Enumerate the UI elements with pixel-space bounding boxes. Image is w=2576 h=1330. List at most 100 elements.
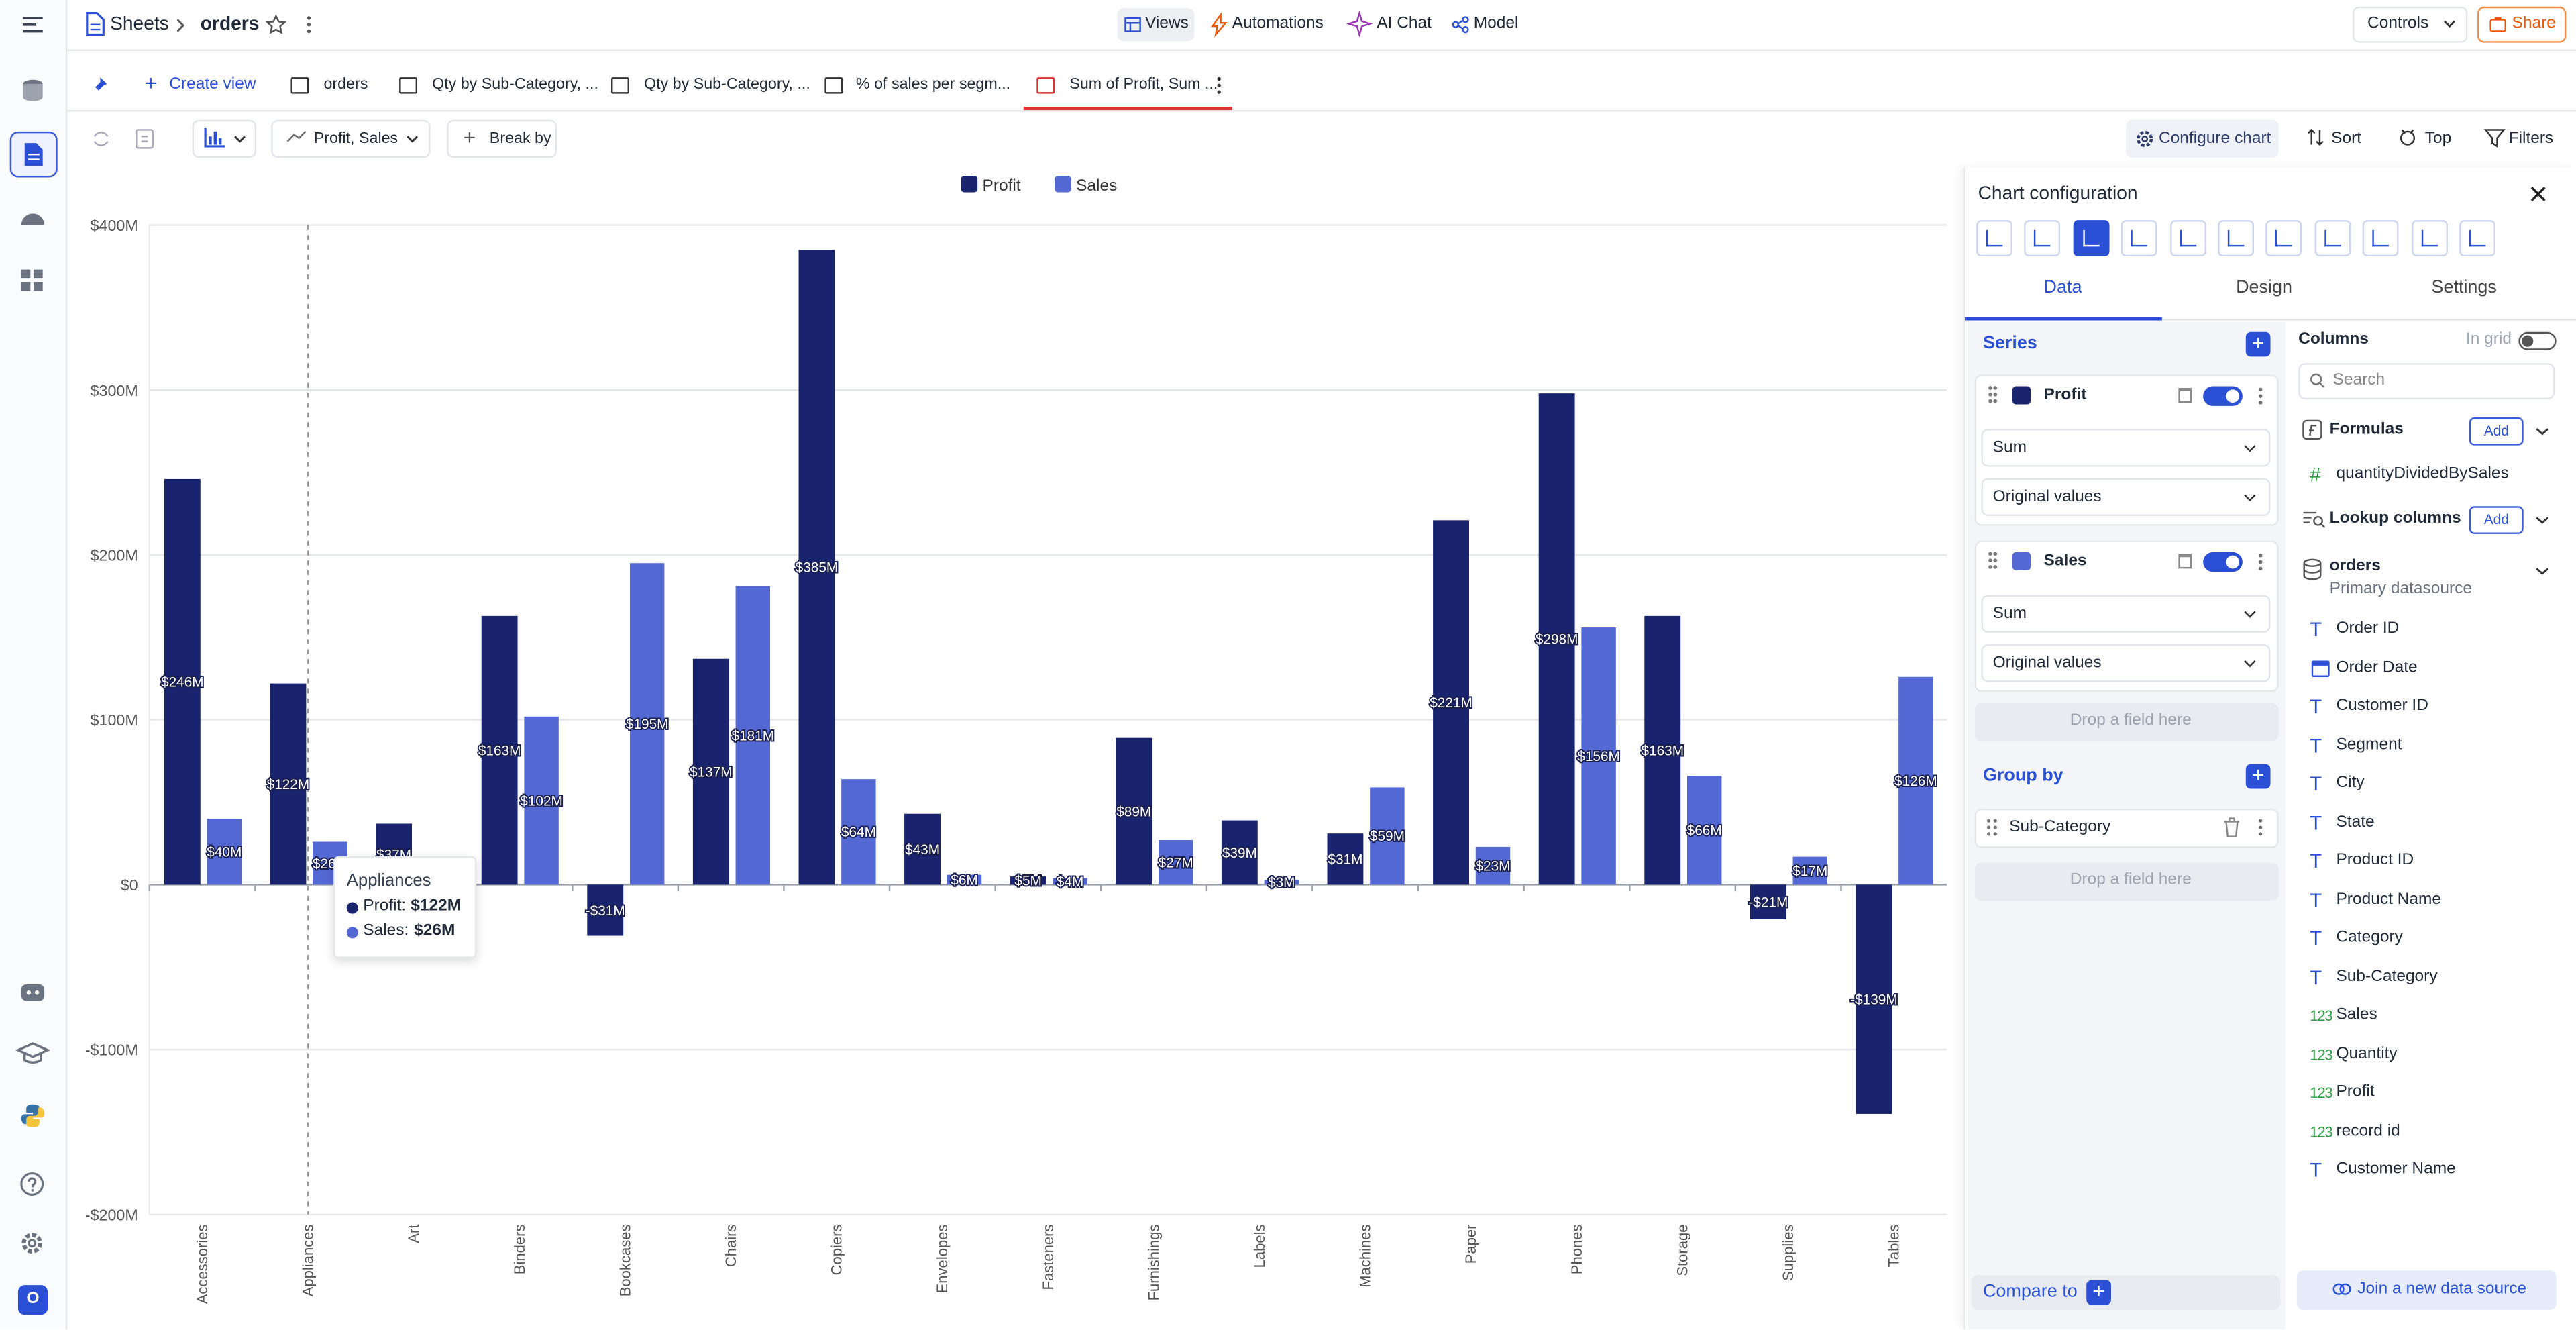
field-name[interactable]: Order Date	[2336, 658, 2418, 676]
drag-handle[interactable]	[1988, 550, 1998, 570]
database-icon[interactable]	[21, 79, 44, 102]
chart-type-option[interactable]	[2363, 220, 2399, 257]
in-grid-toggle[interactable]	[2518, 331, 2557, 350]
aggregation-select[interactable]	[1981, 595, 2271, 633]
field-name[interactable]: Profit	[2336, 1082, 2375, 1101]
create-view[interactable]: Create view	[169, 75, 256, 94]
more-icon[interactable]	[1216, 76, 1222, 95]
compare-box[interactable]	[1971, 1275, 2281, 1310]
add-button[interactable]	[2469, 417, 2524, 446]
trash-icon[interactable]	[2178, 554, 2192, 569]
close-icon[interactable]	[2530, 186, 2546, 201]
mode-select[interactable]	[1981, 644, 2271, 682]
add-compare[interactable]: +	[2086, 1280, 2111, 1305]
chart-type-option[interactable]	[2073, 220, 2110, 257]
drop-zone[interactable]	[1974, 862, 2279, 901]
add-button[interactable]	[2469, 506, 2524, 534]
clipboard-icon[interactable]	[136, 128, 154, 149]
breadcrumb[interactable]: Sheets	[110, 15, 169, 35]
settings-icon[interactable]	[19, 1231, 44, 1256]
bar	[1053, 878, 1087, 885]
panel-tab[interactable]: Data	[2043, 277, 2082, 298]
chart-type-option[interactable]	[1976, 220, 2013, 257]
field-name[interactable]: Customer Name	[2336, 1160, 2456, 1178]
avatar[interactable]: O	[17, 1285, 48, 1315]
group-field: Sub-Category	[2009, 818, 2111, 837]
configure-button[interactable]	[2126, 119, 2279, 158]
trash-icon[interactable]	[2224, 817, 2239, 837]
bot-icon[interactable]	[21, 981, 45, 1001]
share-button[interactable]	[2477, 6, 2567, 43]
add-series[interactable]: +	[2245, 331, 2271, 357]
field-name[interactable]: Sales	[2336, 1005, 2377, 1024]
chevron[interactable]	[2535, 567, 2550, 575]
python-icon[interactable]	[21, 1104, 45, 1128]
field-name[interactable]: record id	[2336, 1121, 2400, 1140]
field-name[interactable]: Sub-Category	[2336, 967, 2438, 986]
chart-type-option[interactable]	[2411, 220, 2448, 257]
top-label[interactable]: Top	[2424, 130, 2452, 148]
chart-type-option[interactable]	[2218, 220, 2255, 257]
field-name[interactable]: State	[2336, 813, 2375, 831]
tab[interactable]: Qty by Sub-Category, ...	[432, 75, 598, 94]
drop-zone[interactable]	[1974, 703, 2279, 741]
value-label: $64M	[841, 825, 876, 840]
more-icon[interactable]	[306, 15, 313, 34]
field-name[interactable]: Product ID	[2336, 851, 2414, 870]
tab[interactable]: orders	[323, 75, 368, 94]
chart-type-option[interactable]	[2459, 220, 2496, 257]
pin-icon[interactable]	[91, 77, 107, 94]
chart-type-option[interactable]	[2121, 220, 2157, 257]
menu-icon[interactable]	[21, 15, 44, 34]
help-icon[interactable]	[19, 1172, 44, 1196]
drag-handle[interactable]	[1988, 385, 1998, 405]
panel-tab[interactable]: Settings	[2431, 277, 2497, 298]
filters-label[interactable]: Filters	[2508, 130, 2554, 148]
chevron[interactable]	[2535, 516, 2550, 524]
chart-type-option[interactable]	[2025, 220, 2061, 257]
series-button[interactable]	[271, 119, 431, 158]
icon-part	[90, 23, 101, 31]
toggle-knob	[2226, 555, 2239, 569]
dashboard-icon[interactable]	[19, 207, 46, 227]
search-box[interactable]	[2298, 363, 2555, 400]
field-name[interactable]: Order ID	[2336, 619, 2400, 638]
mode-select[interactable]	[1981, 478, 2271, 516]
field-name[interactable]: City	[2336, 774, 2365, 792]
more-icon[interactable]	[2259, 552, 2263, 570]
field-name[interactable]: Quantity	[2336, 1044, 2398, 1063]
chart-type-button[interactable]	[192, 119, 257, 158]
tab[interactable]: % of sales per segm...	[855, 75, 1011, 94]
more-icon[interactable]	[2257, 819, 2264, 837]
chevron[interactable]	[2535, 427, 2550, 436]
learn-icon[interactable]	[15, 1042, 51, 1064]
star-icon[interactable]	[265, 14, 287, 34]
nav-item[interactable]: Model	[1473, 15, 1519, 33]
nav-item[interactable]: AI Chat	[1377, 15, 1432, 33]
bar	[1221, 820, 1258, 885]
break-by-button[interactable]	[447, 119, 557, 158]
add-group[interactable]: +	[2245, 764, 2271, 789]
apps-icon[interactable]	[21, 269, 43, 291]
field-name[interactable]: Customer ID	[2336, 697, 2428, 715]
panel-tab[interactable]: Design	[2236, 277, 2292, 298]
field-name[interactable]: Product Name	[2336, 890, 2442, 909]
tab[interactable]: Qty by Sub-Category, ...	[644, 75, 810, 94]
field-name[interactable]: Segment	[2336, 735, 2402, 754]
trash-icon[interactable]	[2178, 387, 2192, 403]
drag-handle[interactable]	[1986, 819, 1998, 837]
chart-type-option[interactable]	[2314, 220, 2351, 257]
sort-label[interactable]: Sort	[2331, 130, 2362, 148]
nav-item[interactable]: Views	[1144, 15, 1189, 33]
controls-button[interactable]	[2352, 6, 2468, 43]
formula-icon	[2302, 419, 2322, 440]
field-name[interactable]: Category	[2336, 928, 2403, 947]
tab[interactable]: Sum of Profit, Sum ...	[1069, 75, 1218, 94]
more-icon[interactable]	[2259, 386, 2263, 405]
refresh-icon[interactable]	[92, 130, 110, 148]
nav-item[interactable]: Automations	[1232, 15, 1324, 33]
formula-item[interactable]: quantityDividedBySales	[2336, 465, 2509, 484]
chart-type-option[interactable]	[2169, 220, 2206, 257]
chart-type-option[interactable]	[2266, 220, 2303, 257]
aggregation-select[interactable]	[1981, 429, 2271, 467]
